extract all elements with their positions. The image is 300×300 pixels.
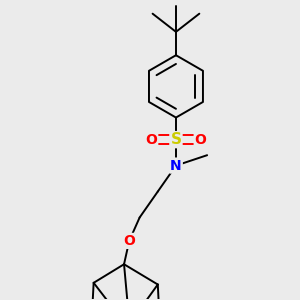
Text: O: O [123,234,135,248]
Text: O: O [195,133,207,147]
Text: O: O [146,133,157,147]
Text: N: N [170,159,182,172]
Text: S: S [170,132,182,147]
